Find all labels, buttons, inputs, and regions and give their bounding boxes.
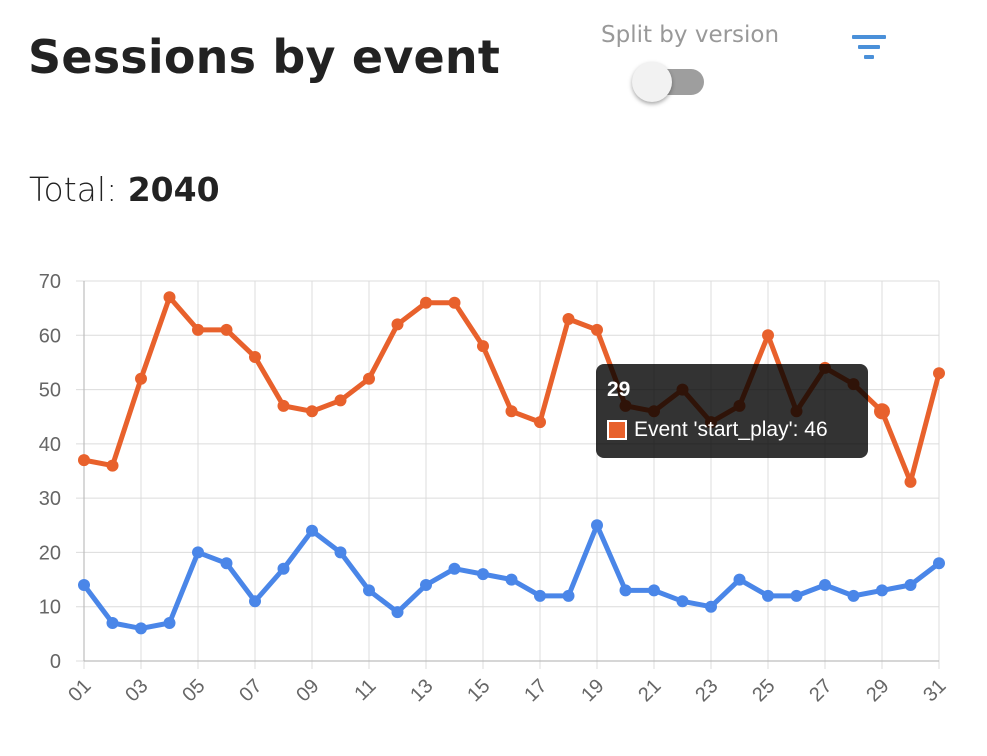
series-2-point <box>733 573 746 586</box>
series-2-point <box>192 546 204 559</box>
series-2-point <box>562 589 575 602</box>
series-1-point <box>505 405 518 418</box>
series-2-point <box>420 579 432 591</box>
series-1-point <box>448 296 461 309</box>
tooltip-text: Event 'start_play': 46 <box>634 418 828 441</box>
series-2-point <box>306 524 318 537</box>
x-tick-label: 23 <box>691 675 722 706</box>
series-2-point <box>534 589 546 602</box>
series-1-point <box>306 405 318 418</box>
series-1-point <box>192 323 204 336</box>
x-tick-label: 13 <box>406 675 437 706</box>
y-tick-label: 70 <box>39 271 61 293</box>
series-1-point <box>562 313 575 325</box>
series-2-point <box>648 584 660 597</box>
x-tick-label: 15 <box>463 675 494 706</box>
series-2-point <box>619 584 632 597</box>
series-2-point <box>163 617 176 629</box>
x-tick-label: 29 <box>862 675 893 706</box>
series-1-point <box>391 318 404 331</box>
x-tick-label: 27 <box>805 675 836 706</box>
toggle-knob <box>632 62 672 102</box>
x-tick-label: 11 <box>350 675 380 705</box>
y-tick-label: 0 <box>50 651 61 673</box>
x-tick-label: 19 <box>577 675 608 706</box>
series-2-point <box>676 595 689 608</box>
series-1-point <box>220 323 233 336</box>
x-tick-label: 01 <box>64 675 95 706</box>
series-1-point <box>163 291 176 304</box>
series-1-point <box>106 459 119 472</box>
tooltip-color-swatch <box>607 420 627 440</box>
page-title: Sessions by event <box>28 30 501 84</box>
x-tick-label: 09 <box>292 675 323 706</box>
total-label: Total: <box>29 170 118 209</box>
y-tick-label: 60 <box>39 325 61 347</box>
series-1-point <box>904 475 917 488</box>
x-tick-label: 21 <box>634 675 665 706</box>
series-1-point <box>591 323 603 336</box>
series-1-point <box>249 351 261 363</box>
y-tick-label: 50 <box>39 380 61 402</box>
series-2-point <box>819 579 831 591</box>
series-2-point <box>106 617 119 629</box>
series-1-point <box>534 416 546 429</box>
x-tick-label: 07 <box>235 675 266 706</box>
series-1-point <box>420 296 432 309</box>
series-2-point <box>904 579 917 591</box>
series-2-point <box>705 600 717 613</box>
series-1-point <box>363 372 375 385</box>
series-2-point <box>933 557 945 570</box>
x-tick-label: 03 <box>121 675 152 706</box>
split-by-version-label: Split by version <box>601 22 780 48</box>
series-2-point <box>277 562 290 575</box>
series-1-point <box>135 372 147 385</box>
series-2-point <box>448 562 461 575</box>
series-2-point <box>762 589 774 602</box>
series-1-point <box>874 403 890 420</box>
y-tick-label: 30 <box>39 488 61 510</box>
series-1-point <box>477 340 489 353</box>
tooltip-title: 29 <box>607 378 631 401</box>
series-2-point <box>477 568 489 581</box>
series-2-point <box>505 573 518 586</box>
chart-tooltip: 29 Event 'start_play': 46 <box>596 364 868 458</box>
x-tick-label: 05 <box>178 675 209 706</box>
total-summary: Total: 2040 <box>29 170 220 209</box>
series-2-point <box>847 589 860 602</box>
filter-button[interactable] <box>846 30 892 66</box>
series-2-point <box>591 519 603 532</box>
y-tick-label: 20 <box>39 542 61 564</box>
series-1-point <box>933 367 945 380</box>
series-1-point <box>277 399 290 412</box>
series-1-point <box>762 329 774 342</box>
y-tick-label: 40 <box>39 434 61 456</box>
series-2-point <box>790 589 803 602</box>
series-2-point <box>363 584 375 597</box>
x-tick-label: 25 <box>748 675 779 706</box>
series-2-point <box>249 595 261 608</box>
series-2-point <box>876 584 888 597</box>
total-value: 2040 <box>127 170 220 209</box>
series-2-point <box>220 557 233 570</box>
series-2-point <box>334 546 347 559</box>
x-tick-label: 17 <box>520 675 551 706</box>
series-2-point <box>391 606 404 619</box>
series-2-point <box>135 622 147 635</box>
series-2-point <box>78 579 90 591</box>
x-tick-label: 31 <box>919 675 950 706</box>
split-by-version-toggle[interactable] <box>632 62 706 102</box>
series-1-point <box>334 394 347 407</box>
series-1-point <box>78 454 90 467</box>
y-tick-label: 10 <box>39 597 61 619</box>
filter-icon <box>852 35 886 59</box>
